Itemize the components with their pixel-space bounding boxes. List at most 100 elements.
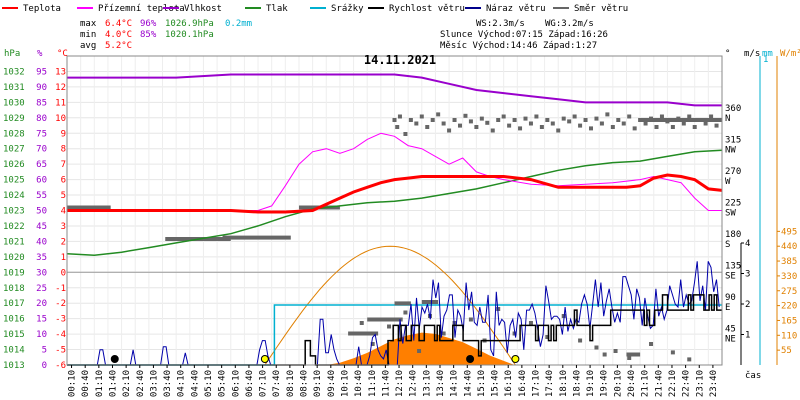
sunset-marker bbox=[511, 355, 520, 363]
tick-temperature: -1 bbox=[55, 284, 66, 294]
tick-humidity: 80 bbox=[36, 114, 47, 124]
tick-time: 10:40 bbox=[354, 370, 364, 397]
tick-pressure: 1027 bbox=[3, 145, 25, 155]
direction-bar bbox=[222, 235, 291, 240]
direction-point bbox=[512, 118, 517, 122]
tick-direction: 180 bbox=[725, 230, 741, 240]
tick-wind: 2 bbox=[745, 300, 750, 310]
direction-point bbox=[670, 350, 675, 355]
tick-time: 19:40 bbox=[600, 370, 610, 397]
series-vlhkost bbox=[67, 73, 722, 107]
direction-point bbox=[550, 121, 555, 126]
axis-unit-pct: % bbox=[37, 49, 43, 59]
tick-pressure: 1017 bbox=[3, 299, 25, 309]
tick-direction: 225 bbox=[725, 199, 741, 209]
tick-time: 07:10 bbox=[259, 370, 269, 397]
direction-point bbox=[602, 352, 607, 357]
direction-point bbox=[425, 125, 430, 129]
tick-time: 15:40 bbox=[491, 370, 501, 397]
direction-point bbox=[613, 349, 618, 353]
tick-pressure: 1022 bbox=[3, 222, 25, 232]
tick-time: 00:10 bbox=[68, 370, 78, 397]
tick-temperature: 2 bbox=[61, 237, 66, 247]
tick-pressure: 1031 bbox=[3, 83, 25, 93]
tick-pressure: 1014 bbox=[3, 346, 25, 356]
direction-point bbox=[589, 126, 593, 131]
direction-point bbox=[468, 119, 473, 124]
gridlines bbox=[66, 55, 723, 366]
tick-time: 12:10 bbox=[395, 370, 405, 397]
direction-point bbox=[474, 125, 479, 129]
tick-humidity: 10 bbox=[36, 330, 47, 340]
axis-unit-mm: mm bbox=[762, 49, 773, 59]
tick-pressure: 1016 bbox=[3, 315, 25, 325]
tick-humidity: 75 bbox=[36, 129, 47, 139]
tick-pressure: 1030 bbox=[3, 98, 25, 108]
direction-point bbox=[403, 132, 408, 136]
tick-time: 04:10 bbox=[177, 370, 187, 397]
tick-solar: 330 bbox=[781, 272, 797, 282]
tick-humidity: 45 bbox=[36, 222, 47, 232]
direction-point bbox=[709, 114, 714, 119]
tick-humidity: 25 bbox=[36, 284, 47, 294]
tick-pressure: 1021 bbox=[3, 237, 25, 247]
tick-temperature: -4 bbox=[55, 330, 66, 340]
tick-time: 18:40 bbox=[572, 370, 582, 397]
tick-humidity: 70 bbox=[36, 145, 47, 155]
tick-time: 15:10 bbox=[477, 370, 487, 397]
direction-point bbox=[649, 342, 654, 346]
direction-point bbox=[496, 118, 501, 122]
tick-time: 17:10 bbox=[532, 370, 542, 397]
stats-min-press: 1020.1hPa bbox=[165, 30, 214, 40]
stats-max-press: 1026.9hPa bbox=[165, 19, 214, 29]
tick-direction: 135 bbox=[725, 262, 741, 272]
tick-time: 01:10 bbox=[95, 370, 105, 397]
tick-time: 14:40 bbox=[463, 370, 473, 397]
direction-point bbox=[392, 118, 397, 122]
direction-point bbox=[485, 120, 490, 125]
tick-humidity: 65 bbox=[36, 160, 47, 170]
direction-point bbox=[643, 121, 648, 126]
direction-point bbox=[654, 125, 659, 129]
tick-time: 05:40 bbox=[218, 370, 228, 397]
axis-label-time: čas bbox=[745, 370, 761, 381]
stats-wg: WG:3.2m/s bbox=[545, 19, 594, 29]
tick-time: 14:10 bbox=[450, 370, 460, 397]
tick-time: 13:10 bbox=[422, 370, 432, 397]
direction-point bbox=[703, 121, 708, 126]
direction-point bbox=[605, 112, 610, 117]
direction-point bbox=[458, 123, 462, 128]
stats-min-hum: 85% bbox=[140, 30, 157, 40]
tick-pressure: 1029 bbox=[3, 114, 25, 124]
direction-point bbox=[561, 314, 566, 318]
tick-temperature: 7 bbox=[61, 160, 66, 170]
tick-solar: 165 bbox=[781, 316, 797, 326]
direction-point bbox=[627, 114, 632, 119]
direction-bar bbox=[367, 317, 403, 322]
tick-time: 08:40 bbox=[300, 370, 310, 397]
tick-humidity: 35 bbox=[36, 253, 47, 263]
tick-pressure: 1013 bbox=[3, 361, 25, 371]
axis-unit-ms: m/s bbox=[744, 49, 760, 59]
tick-time: 17:40 bbox=[545, 370, 555, 397]
tick-pressure: 1023 bbox=[3, 207, 25, 217]
tick-direction-name: N bbox=[725, 114, 730, 124]
tick-time: 22:40 bbox=[682, 370, 692, 397]
stats-avg-label: avg bbox=[80, 41, 96, 51]
direction-bar bbox=[626, 352, 641, 357]
tick-time: 16:40 bbox=[518, 370, 528, 397]
tick-pressure: 1026 bbox=[3, 160, 25, 170]
direction-point bbox=[414, 121, 419, 126]
tick-humidity: 15 bbox=[36, 315, 47, 325]
direction-point bbox=[627, 356, 632, 360]
direction-point bbox=[441, 331, 446, 336]
axis-unit-deg: ° bbox=[725, 49, 730, 59]
direction-point bbox=[370, 342, 375, 346]
tick-pressure: 1019 bbox=[3, 268, 25, 278]
legend-label: Vlhkost bbox=[184, 4, 222, 14]
direction-bar bbox=[640, 118, 722, 122]
tick-wind: 3 bbox=[745, 270, 750, 280]
tick-time: 08:10 bbox=[286, 370, 296, 397]
direction-point bbox=[452, 118, 457, 122]
tick-direction-name: S bbox=[725, 240, 730, 250]
